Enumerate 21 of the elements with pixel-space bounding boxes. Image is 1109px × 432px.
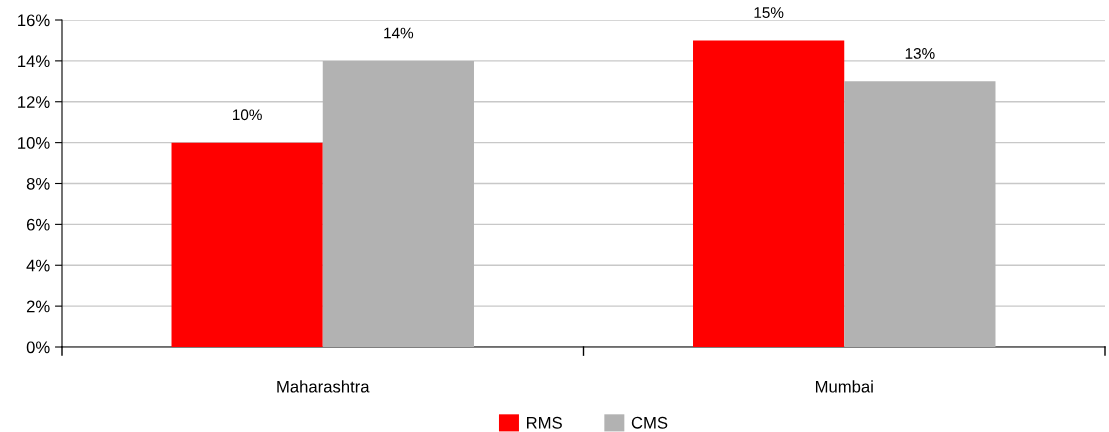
data-label: 15% [754, 7, 784, 18]
bar [171, 142, 323, 347]
y-tick-label: 4% [26, 259, 50, 272]
y-tick-label: 14% [18, 55, 50, 68]
x-tick-label: Maharashtra [277, 380, 370, 393]
y-tick-label: 16% [18, 14, 50, 27]
bar [322, 60, 474, 347]
data-label: 13% [905, 48, 935, 59]
y-tick-label: 8% [26, 177, 50, 190]
data-label: 14% [384, 27, 414, 39]
y-tick-label: 0% [26, 341, 50, 354]
y-tick-label: 12% [18, 96, 50, 108]
bar [693, 40, 845, 347]
legend-label: RMS [527, 416, 562, 429]
y-tick-label: 2% [26, 300, 50, 313]
y-tick-label: 10% [18, 137, 50, 149]
data-label: 10% [233, 109, 262, 121]
x-tick-label: Mumbai [815, 380, 873, 393]
legend-label: CMS [631, 416, 668, 429]
bar [844, 81, 996, 347]
y-tick-label: 6% [26, 218, 50, 231]
